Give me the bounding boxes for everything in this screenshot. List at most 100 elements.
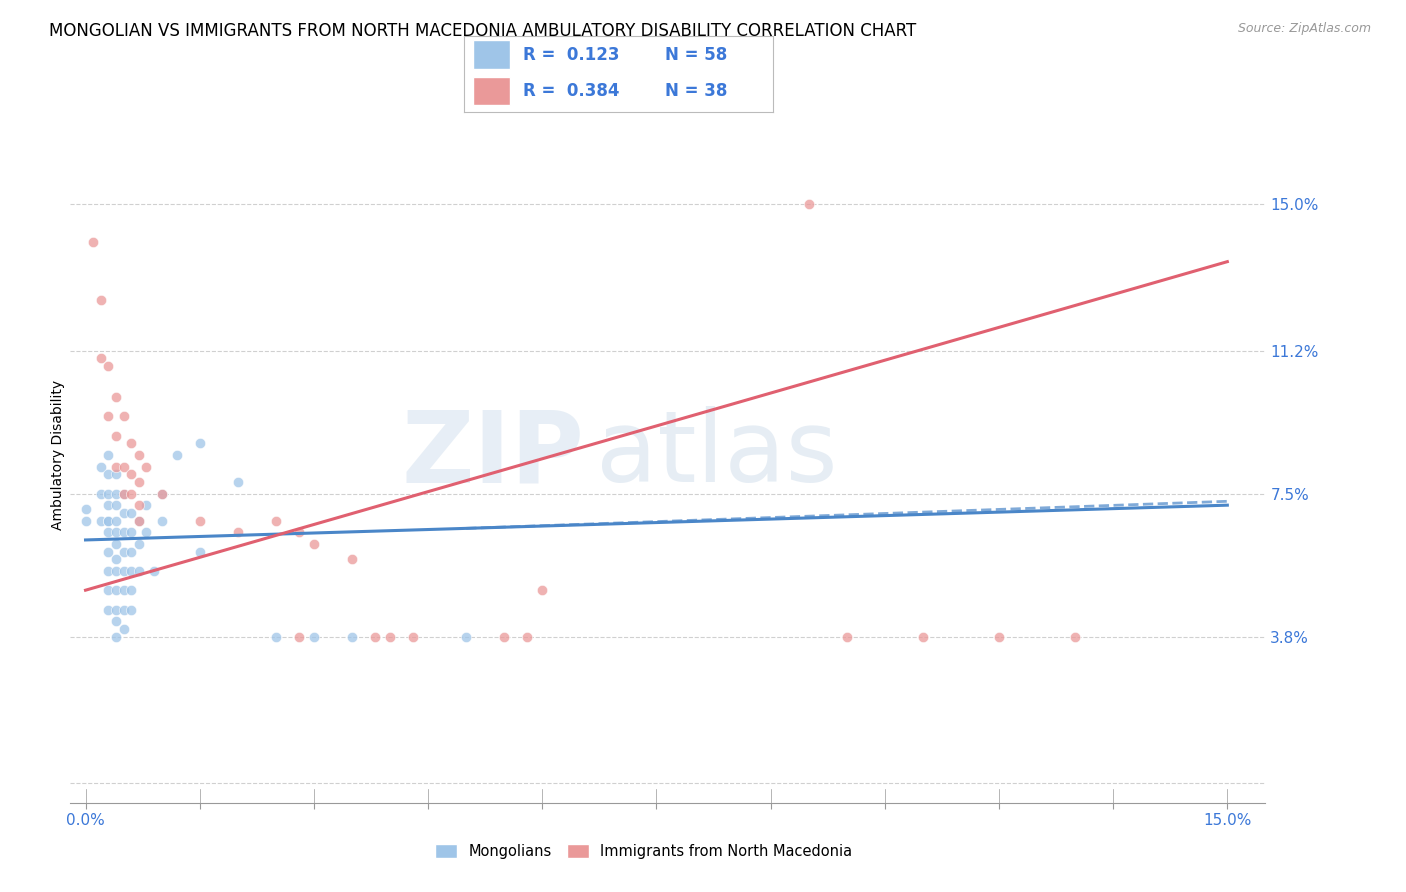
- Point: [90, 293, 112, 308]
- Point: [90, 351, 112, 366]
- Point: [104, 537, 127, 551]
- Point: [104, 498, 127, 512]
- Point: [287, 630, 309, 644]
- Point: [364, 630, 387, 644]
- Point: [340, 552, 363, 566]
- Point: [90, 459, 112, 474]
- Point: [112, 544, 135, 558]
- Point: [90, 514, 112, 528]
- Point: [97, 583, 120, 598]
- Point: [97, 498, 120, 512]
- Point: [135, 459, 157, 474]
- Point: [302, 537, 325, 551]
- Point: [128, 514, 150, 528]
- Point: [97, 409, 120, 424]
- Point: [120, 564, 142, 578]
- Point: [797, 196, 820, 211]
- Point: [531, 583, 554, 598]
- Point: [97, 544, 120, 558]
- Point: [112, 506, 135, 520]
- Point: [120, 525, 142, 540]
- Point: [378, 630, 401, 644]
- Text: R =  0.123: R = 0.123: [523, 45, 619, 63]
- Point: [150, 486, 173, 500]
- Point: [302, 630, 325, 644]
- Point: [112, 583, 135, 598]
- Point: [112, 459, 135, 474]
- Text: ZIP: ZIP: [401, 407, 585, 503]
- Point: [835, 630, 858, 644]
- Point: [90, 486, 112, 500]
- Point: [97, 467, 120, 482]
- Point: [97, 448, 120, 462]
- Point: [911, 630, 934, 644]
- Point: [112, 486, 135, 500]
- Point: [120, 436, 142, 450]
- Point: [104, 459, 127, 474]
- Point: [456, 630, 478, 644]
- Point: [75, 514, 97, 528]
- Point: [97, 359, 120, 373]
- Text: MONGOLIAN VS IMMIGRANTS FROM NORTH MACEDONIA AMBULATORY DISABILITY CORRELATION C: MONGOLIAN VS IMMIGRANTS FROM NORTH MACED…: [49, 22, 917, 40]
- Point: [104, 467, 127, 482]
- Point: [104, 514, 127, 528]
- Point: [402, 630, 425, 644]
- Text: N = 38: N = 38: [665, 82, 727, 100]
- Text: R =  0.384: R = 0.384: [523, 82, 619, 100]
- Point: [75, 502, 97, 516]
- Text: Source: ZipAtlas.com: Source: ZipAtlas.com: [1237, 22, 1371, 36]
- FancyBboxPatch shape: [474, 40, 510, 69]
- Point: [128, 564, 150, 578]
- Point: [287, 525, 309, 540]
- Point: [516, 630, 538, 644]
- Legend: Mongolians, Immigrants from North Macedonia: Mongolians, Immigrants from North Macedo…: [430, 838, 858, 865]
- Point: [150, 514, 173, 528]
- Text: atlas: atlas: [596, 407, 838, 503]
- Point: [264, 630, 287, 644]
- Point: [188, 544, 211, 558]
- Point: [1064, 630, 1087, 644]
- Point: [120, 506, 142, 520]
- Point: [143, 564, 166, 578]
- Point: [120, 583, 142, 598]
- Point: [135, 498, 157, 512]
- Point: [112, 602, 135, 616]
- Point: [104, 428, 127, 442]
- Point: [226, 525, 249, 540]
- Point: [104, 602, 127, 616]
- Point: [97, 514, 120, 528]
- Point: [128, 448, 150, 462]
- Point: [226, 475, 249, 489]
- Point: [104, 486, 127, 500]
- Point: [120, 486, 142, 500]
- Point: [128, 498, 150, 512]
- Point: [112, 564, 135, 578]
- Point: [120, 602, 142, 616]
- Point: [120, 544, 142, 558]
- Point: [104, 614, 127, 628]
- Point: [104, 564, 127, 578]
- Point: [112, 622, 135, 636]
- Point: [97, 525, 120, 540]
- Point: [264, 514, 287, 528]
- Point: [82, 235, 104, 250]
- Point: [135, 525, 157, 540]
- Text: N = 58: N = 58: [665, 45, 727, 63]
- Y-axis label: Ambulatory Disability: Ambulatory Disability: [51, 380, 65, 530]
- Point: [97, 486, 120, 500]
- Point: [494, 630, 516, 644]
- Point: [97, 564, 120, 578]
- Point: [112, 409, 135, 424]
- Point: [120, 467, 142, 482]
- Point: [128, 514, 150, 528]
- Point: [104, 583, 127, 598]
- Point: [112, 486, 135, 500]
- Point: [112, 525, 135, 540]
- Point: [104, 525, 127, 540]
- Point: [988, 630, 1011, 644]
- Point: [128, 475, 150, 489]
- FancyBboxPatch shape: [474, 77, 510, 105]
- Point: [166, 448, 188, 462]
- Point: [340, 630, 363, 644]
- Point: [128, 537, 150, 551]
